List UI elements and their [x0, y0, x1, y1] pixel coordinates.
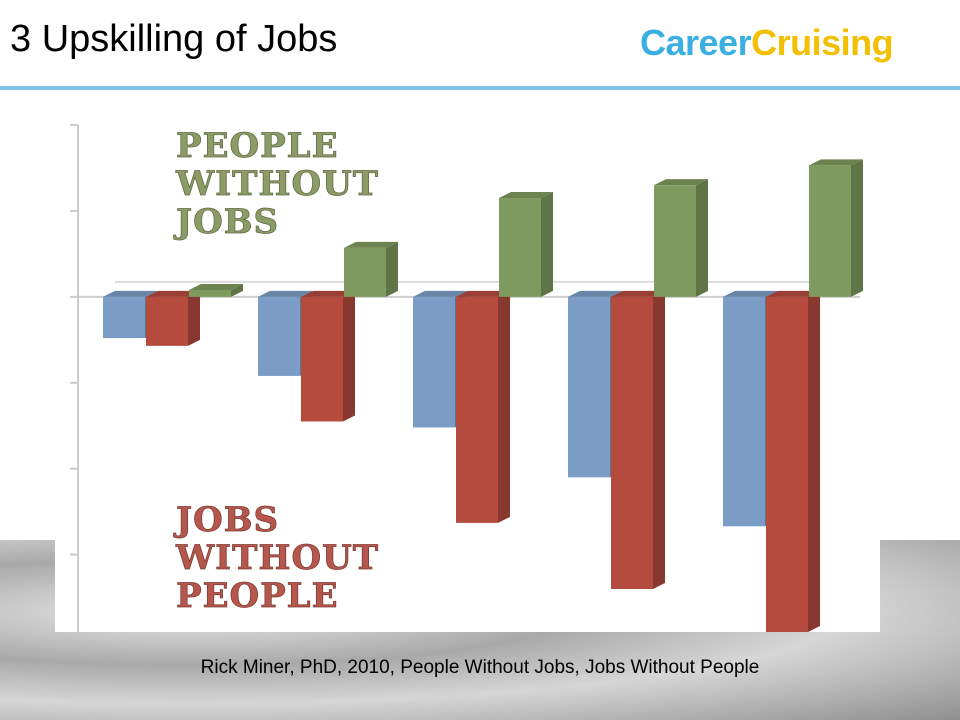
bar-top	[766, 290, 820, 297]
annotation-line: WITHOUT	[175, 538, 379, 578]
annotation-line: PEOPLE	[176, 576, 339, 616]
bar	[611, 290, 665, 590]
bar-side	[343, 290, 355, 422]
annotation-line: PEOPLE	[176, 126, 339, 166]
bar-face	[258, 296, 300, 376]
bar-side	[541, 192, 553, 297]
bar-face	[189, 289, 231, 297]
bar-side	[498, 290, 510, 523]
bar-face	[146, 296, 188, 346]
caption: Rick Miner, PhD, 2010, People Without Jo…	[200, 657, 760, 678]
bar-top	[413, 290, 467, 297]
bar-face	[301, 296, 343, 422]
logo-word: Cruising	[751, 22, 894, 63]
bar-side	[808, 290, 820, 632]
annotation-line: JOBS	[173, 202, 279, 242]
logo: CareerCruising	[640, 22, 894, 64]
annotation-line: WITHOUT	[175, 164, 379, 204]
bar-side	[851, 159, 863, 297]
bar-top	[146, 290, 200, 297]
bar	[189, 283, 243, 297]
bar-side	[188, 290, 200, 346]
bar-face	[654, 185, 696, 297]
bar-face	[809, 165, 851, 297]
bar-face	[344, 247, 386, 297]
bar-top	[301, 290, 355, 297]
bar-side	[653, 290, 665, 590]
bar	[809, 159, 863, 297]
slide-title: 3 Upskilling of Jobs	[10, 18, 338, 60]
bar-face	[499, 198, 541, 297]
bar-top	[456, 290, 510, 297]
annotation-line: JOBS	[173, 500, 279, 540]
bar	[766, 290, 820, 632]
bar-top	[189, 283, 243, 290]
bar-top	[654, 179, 708, 186]
bar	[456, 290, 510, 523]
bar-side	[231, 283, 243, 297]
bar-top	[568, 290, 622, 297]
bar-top	[344, 241, 398, 248]
bar-top	[103, 290, 157, 297]
bar-face	[766, 296, 808, 632]
bar	[654, 179, 708, 297]
bar-face	[723, 296, 765, 527]
bar-top	[809, 159, 863, 166]
bar	[499, 192, 553, 297]
bar	[344, 241, 398, 297]
bar-top	[611, 290, 665, 297]
bar-face	[568, 296, 610, 478]
bar	[146, 290, 200, 346]
bar-top	[258, 290, 312, 297]
bar-face	[103, 296, 145, 339]
bar-top	[499, 192, 553, 199]
bar-side	[696, 179, 708, 297]
bar-top	[723, 290, 777, 297]
bar-side	[386, 241, 398, 297]
header-rule	[0, 86, 960, 90]
bar	[301, 290, 355, 422]
bar-face	[456, 296, 498, 523]
bar-face	[611, 296, 653, 590]
bar-face	[413, 296, 455, 428]
logo-word: Career	[640, 22, 752, 63]
